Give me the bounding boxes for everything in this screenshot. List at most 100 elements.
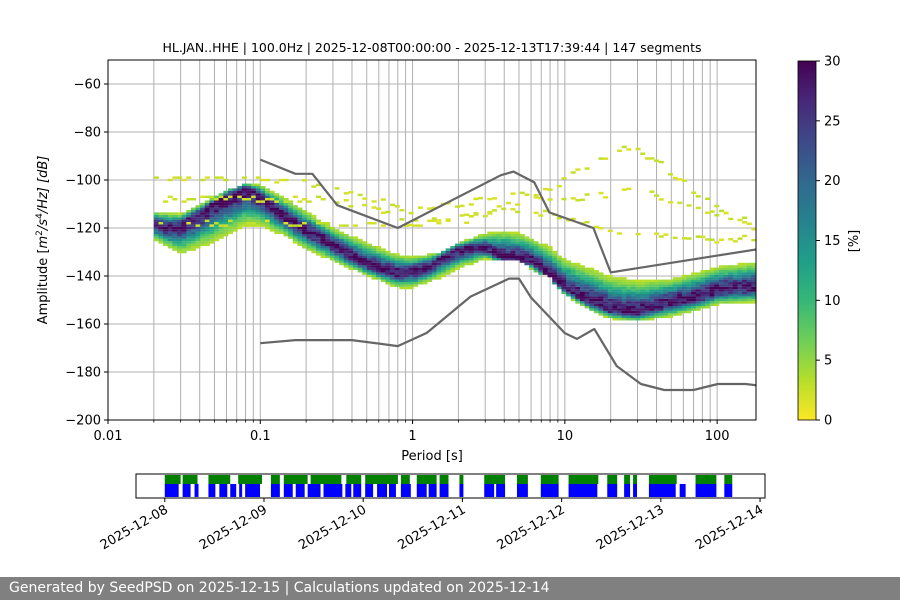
- heatmap-cell: [468, 238, 474, 242]
- heatmap-cell: [579, 296, 586, 299]
- heatmap-cell: [274, 219, 280, 223]
- heatmap-cell: [667, 310, 674, 314]
- heatmap-cell-sparse: [265, 219, 271, 223]
- heatmap-cell: [552, 265, 558, 268]
- heatmap-cell: [274, 210, 280, 213]
- heatmap-cell: [255, 205, 261, 208]
- heatmap-cell: [640, 303, 646, 307]
- timeline-data-segment: [164, 484, 179, 497]
- heatmap-cell: [292, 236, 298, 239]
- heatmap-cell: [746, 272, 752, 275]
- heatmap-cell: [705, 289, 711, 292]
- heatmap-cell-sparse: [718, 209, 724, 213]
- heatmap-cell: [649, 310, 655, 314]
- heatmap-cell: [728, 284, 734, 287]
- heatmap-cell: [413, 267, 419, 271]
- heatmap-cell: [677, 301, 683, 304]
- heatmap-cell: [232, 224, 238, 227]
- heatmap-cell: [501, 258, 507, 261]
- heatmap-cell: [542, 265, 548, 268]
- heatmap-cell: [751, 279, 756, 283]
- heatmap-cell: [227, 231, 233, 235]
- heatmap-cell: [320, 229, 326, 232]
- heatmap-cell: [547, 262, 553, 266]
- heatmap-cell: [654, 289, 660, 292]
- heatmap-cell: [561, 291, 567, 295]
- heatmap-cell: [644, 318, 650, 321]
- heatmap-cell: [343, 238, 349, 242]
- heatmap-cell: [556, 277, 562, 280]
- heatmap-cell: [589, 296, 595, 299]
- heatmap-cell: [334, 253, 340, 256]
- heatmap-cell: [445, 267, 451, 271]
- heatmap-cell: [167, 243, 173, 247]
- heatmap-cell: [325, 231, 331, 235]
- heatmap-cell: [454, 255, 460, 259]
- heatmap-cell: [311, 214, 317, 218]
- heatmap-cell: [177, 241, 183, 244]
- heatmap-cell-sparse: [241, 176, 247, 179]
- heatmap-cell: [700, 303, 706, 307]
- heatmap-cell: [723, 298, 729, 302]
- heatmap-cell: [288, 229, 294, 232]
- heatmap-cell: [700, 279, 706, 283]
- heatmap-cell: [362, 272, 368, 275]
- heatmap-cell: [227, 224, 233, 227]
- heatmap-cell: [241, 222, 247, 225]
- heatmap-cell: [728, 282, 734, 285]
- heatmap-cell: [320, 255, 326, 259]
- heatmap-cell: [644, 298, 650, 302]
- heatmap-cell: [505, 231, 511, 235]
- y-tick-label: −100: [65, 174, 101, 189]
- heatmap-cell: [718, 294, 724, 297]
- heatmap-cell: [413, 265, 419, 268]
- heatmap-cell-sparse: [297, 224, 303, 227]
- heatmap-cell: [501, 236, 507, 239]
- heatmap-cell: [237, 214, 243, 218]
- heatmap-cell: [232, 195, 238, 199]
- heatmap-cell: [737, 270, 743, 273]
- heatmap-cell: [519, 253, 525, 256]
- heatmap-cell: [357, 255, 363, 259]
- heatmap-cell: [362, 258, 368, 261]
- heatmap-cell: [227, 214, 233, 218]
- heatmap-cell: [200, 207, 206, 211]
- heatmap-cell: [366, 265, 372, 268]
- heatmap-cell: [302, 226, 308, 230]
- heatmap-cell: [533, 248, 539, 251]
- heatmap-cell: [487, 238, 493, 242]
- heatmap-cell: [265, 190, 271, 194]
- heatmap-cell: [561, 265, 567, 268]
- heatmap-cell: [450, 246, 456, 249]
- heatmap-cell: [482, 236, 488, 239]
- heatmap-cell: [371, 262, 377, 266]
- heatmap-cell-sparse: [408, 223, 414, 227]
- heatmap-cell: [478, 241, 484, 244]
- heatmap-cell: [223, 202, 229, 206]
- heatmap-cell: [737, 277, 743, 280]
- heatmap-cell: [681, 284, 687, 287]
- heatmap-cell: [482, 243, 488, 247]
- heatmap-cell: [181, 238, 187, 242]
- heatmap-cell: [533, 267, 539, 271]
- heatmap-cell: [241, 210, 247, 213]
- heatmap-cell: [714, 289, 720, 292]
- heatmap-cell: [663, 310, 669, 314]
- heatmap-cell: [200, 217, 206, 220]
- heatmap-cell: [751, 286, 756, 290]
- heatmap-cell-sparse: [427, 207, 433, 210]
- heatmap-cell: [635, 286, 641, 290]
- timeline-data-segment: [345, 484, 352, 497]
- heatmap-cell: [635, 282, 641, 285]
- heatmap-cell: [603, 294, 609, 297]
- heatmap-cell-sparse: [459, 214, 465, 217]
- heatmap-cell: [501, 243, 507, 247]
- heatmap-cell: [714, 291, 720, 295]
- heatmap-cell: [223, 222, 229, 225]
- heatmap-cell: [593, 308, 599, 311]
- heatmap-cell: [598, 291, 604, 295]
- heatmap-cell: [167, 219, 173, 223]
- heatmap-cell-sparse: [649, 157, 655, 160]
- timeline-data-segment: [270, 484, 280, 497]
- heatmap-cell: [626, 294, 632, 297]
